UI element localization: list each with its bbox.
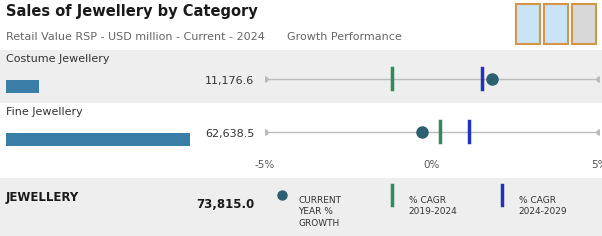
Text: 0%: 0% xyxy=(424,160,440,170)
Bar xyxy=(6,80,39,93)
Text: % CAGR
2019-2024: % CAGR 2019-2024 xyxy=(409,196,458,216)
FancyBboxPatch shape xyxy=(572,4,595,44)
Text: 5%: 5% xyxy=(591,160,602,170)
Text: 62,638.5: 62,638.5 xyxy=(205,129,254,139)
Text: Fine Jewellery: Fine Jewellery xyxy=(6,107,82,117)
FancyBboxPatch shape xyxy=(517,4,540,44)
Text: Retail Value RSP - USD million - Current - 2024: Retail Value RSP - USD million - Current… xyxy=(6,33,265,42)
FancyBboxPatch shape xyxy=(544,4,568,44)
Text: -5%: -5% xyxy=(255,160,275,170)
Text: Sales of Jewellery by Category: Sales of Jewellery by Category xyxy=(6,4,258,19)
Text: 73,815.0: 73,815.0 xyxy=(196,198,254,211)
Text: JEWELLERY: JEWELLERY xyxy=(6,191,79,204)
Text: CURRENT
YEAR %
GROWTH: CURRENT YEAR % GROWTH xyxy=(299,196,341,228)
Text: % CAGR
2024-2029: % CAGR 2024-2029 xyxy=(519,196,568,216)
Text: Costume Jewellery: Costume Jewellery xyxy=(6,54,110,64)
Text: 11,176.6: 11,176.6 xyxy=(205,76,254,86)
Bar xyxy=(6,133,190,147)
Text: Growth Performance: Growth Performance xyxy=(287,33,402,42)
